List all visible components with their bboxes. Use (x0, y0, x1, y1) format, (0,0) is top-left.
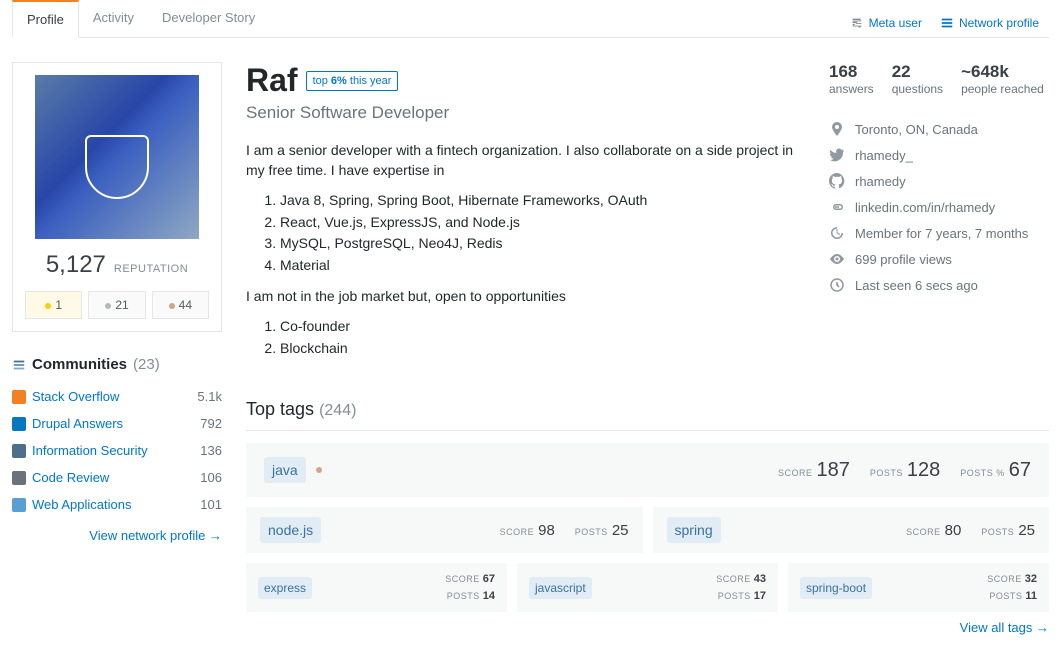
history-icon (829, 225, 845, 241)
community-name: Stack Overflow (32, 389, 119, 404)
tab-activity[interactable]: Activity (79, 0, 148, 37)
view-all-tags-link[interactable]: View all tags → (246, 620, 1049, 635)
communities-title: Communities (32, 356, 127, 373)
bio-note: I am not in the job market but, open to … (246, 287, 805, 307)
tag-row: spring SCORE80 POSTS25 (653, 507, 1050, 553)
community-icon (12, 444, 26, 458)
community-rep: 792 (200, 416, 222, 431)
user-name: Raf (246, 62, 298, 99)
tag-row: node.js SCORE98 POSTS25 (246, 507, 643, 553)
location-icon (829, 121, 845, 137)
user-title: Senior Software Developer (246, 103, 805, 123)
tab-story[interactable]: Developer Story (148, 0, 269, 37)
tag-row: javascript SCORE43 POSTS17 (517, 563, 778, 612)
skill-item: Material (280, 255, 805, 277)
clock-icon (829, 277, 845, 293)
community-name: Drupal Answers (32, 416, 123, 431)
tag-chip[interactable]: express (258, 577, 312, 599)
tag-chip[interactable]: spring (667, 517, 721, 543)
community-icon (12, 498, 26, 512)
member-row: Member for 7 years, 7 months (829, 220, 1049, 246)
top-tag-java: java SCORE187 POSTS128 POSTS %67 (246, 443, 1049, 497)
profile-card: 5,127 REPUTATION 1 21 44 (12, 62, 222, 332)
community-rep: 5.1k (197, 389, 222, 404)
tag-chip[interactable]: spring-boot (800, 577, 872, 599)
community-name: Information Security (32, 443, 148, 458)
avatar[interactable] (35, 75, 199, 239)
gold-badge-count[interactable]: 1 (25, 291, 82, 319)
link-icon (829, 199, 845, 215)
top-tags-section: Top tags (244) java SCORE187 POSTS128 PO… (246, 399, 1049, 635)
community-icon (12, 417, 26, 431)
community-icon (12, 471, 26, 485)
tag-chip[interactable]: node.js (260, 517, 321, 543)
bronze-badge-count[interactable]: 44 (152, 291, 209, 319)
community-item[interactable]: Information Security 136 (12, 437, 222, 464)
meta-user-link[interactable]: Meta user (850, 16, 922, 30)
profile-tabs: Profile Activity Developer Story Meta us… (12, 0, 1049, 38)
website-row[interactable]: linkedin.com/in/rhamedy (829, 194, 1049, 220)
twitter-row[interactable]: rhamedy_ (829, 142, 1049, 168)
community-name: Web Applications (32, 497, 132, 512)
communities-block: Communities (23) Stack Overflow 5.1k Drupa… (12, 356, 222, 543)
community-icon (12, 390, 26, 404)
tag-row: express SCORE67 POSTS14 (246, 563, 507, 612)
eye-icon (829, 251, 845, 267)
lastseen-row: Last seen 6 secs ago (829, 272, 1049, 298)
community-item[interactable]: Drupal Answers 792 (12, 410, 222, 437)
community-rep: 106 (200, 470, 222, 485)
reputation-label: REPUTATION (114, 263, 188, 275)
top-tags-title: Top tags (246, 399, 314, 419)
top-percent-badge[interactable]: top 6% this year (306, 71, 399, 91)
tab-profile[interactable]: Profile (12, 0, 79, 38)
skill-item: Java 8, Spring, Spring Boot, Hibernate F… (280, 190, 805, 212)
network-profile-link[interactable]: Network profile (940, 16, 1039, 30)
stat-answers: 168answers (829, 62, 874, 96)
stackexchange-icon (850, 16, 864, 30)
stat-people-reached: ~648kpeople reached (961, 62, 1044, 96)
tag-chip[interactable]: javascript (529, 577, 592, 599)
user-bio: I am a senior developer with a fintech o… (246, 141, 805, 359)
skill-item: React, Vue.js, ExpressJS, and Node.js (280, 212, 805, 234)
communities-icon (12, 358, 26, 372)
tag-chip[interactable]: java (264, 457, 306, 483)
community-rep: 136 (200, 443, 222, 458)
network-profile-label: Network profile (959, 16, 1039, 30)
communities-count: (23) (133, 356, 160, 373)
community-item[interactable]: Code Review 106 (12, 464, 222, 491)
github-row[interactable]: rhamedy (829, 168, 1049, 194)
location-row: Toronto, ON, Canada (829, 116, 1049, 142)
github-icon (829, 173, 845, 189)
view-network-profile-link[interactable]: View network profile → (12, 528, 222, 543)
interest-item: Blockchain (280, 338, 805, 360)
meta-user-label: Meta user (869, 16, 922, 30)
bio-intro: I am a senior developer with a fintech o… (246, 141, 805, 180)
skill-item: MySQL, PostgreSQL, Neo4J, Redis (280, 233, 805, 255)
tag-row: spring-boot SCORE32 POSTS11 (788, 563, 1049, 612)
top-tags-count: (244) (319, 402, 356, 419)
stat-questions: 22questions (892, 62, 943, 96)
reputation-value: 5,127 (46, 251, 106, 279)
interest-item: Co-founder (280, 316, 805, 338)
silver-badge-count[interactable]: 21 (88, 291, 145, 319)
twitter-icon (829, 147, 845, 163)
community-item[interactable]: Stack Overflow 5.1k (12, 383, 222, 410)
community-rep: 101 (200, 497, 222, 512)
community-item[interactable]: Web Applications 101 (12, 491, 222, 518)
tag-badge-icon (316, 467, 322, 473)
community-name: Code Review (32, 470, 109, 485)
network-icon (940, 16, 954, 30)
views-row: 699 profile views (829, 246, 1049, 272)
